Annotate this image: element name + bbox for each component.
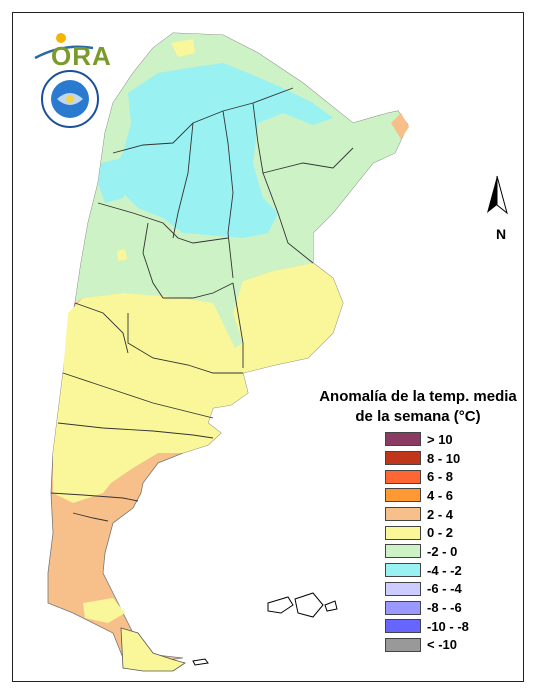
- legend-title: Anomalía de la temp. media de la semana …: [308, 387, 523, 427]
- legend-swatch: [385, 581, 421, 596]
- smn-seal-icon: [41, 70, 99, 128]
- legend-label: < -10: [427, 637, 457, 653]
- legend-swatch: [385, 469, 421, 484]
- legend-swatch: [385, 525, 421, 540]
- legend-swatch: [385, 637, 421, 652]
- region-tierra-del-fuego: [120, 627, 186, 672]
- legend-item: -6 - -4: [385, 580, 523, 599]
- legend-label: 0 - 2: [427, 525, 454, 541]
- legend-item: -2 - 0: [385, 542, 523, 561]
- legend-label: -4 - -2: [427, 562, 462, 578]
- legend-label: -6 - -4: [427, 581, 462, 597]
- region-yellow-north-tip: [171, 39, 195, 57]
- logo-swoosh-icon: [34, 45, 94, 60]
- logo-text: ORA: [51, 41, 112, 71]
- legend-title-line1: Anomalía de la temp. media: [319, 388, 517, 405]
- island-small: [192, 658, 209, 666]
- province-boundaries: [50, 87, 354, 522]
- legend-item: < -10: [385, 636, 523, 655]
- legend-item: 2 - 4: [385, 505, 523, 524]
- legend-item: 0 - 2: [385, 523, 523, 542]
- legend-swatch: [385, 507, 421, 522]
- legend: > 10 8 - 10 6 - 8 4 - 6 2 - 4 0 - 2 -2 - 0 -4 -…: [385, 430, 523, 655]
- argentina-anomaly-map: [34, 32, 508, 672]
- legend-swatch: [385, 563, 421, 578]
- region-yellow-band: [53, 263, 343, 503]
- logo-sun-icon: [56, 33, 66, 43]
- legend-label: > 10: [427, 431, 453, 447]
- legend-swatch: [385, 600, 421, 615]
- legend-swatch: [385, 619, 421, 634]
- region-cyan-north: [113, 63, 333, 238]
- legend-swatch: [385, 488, 421, 503]
- legend-item: -4 - -2: [385, 561, 523, 580]
- legend-label: -8 - -6: [427, 600, 462, 616]
- legend-item: -10 - -8: [385, 617, 523, 636]
- legend-label: 8 - 10: [427, 450, 461, 466]
- legend-item: 6 - 8: [385, 467, 523, 486]
- legend-item: 4 - 6: [385, 486, 523, 505]
- legend-item: > 10: [385, 430, 523, 449]
- north-arrow-label: N: [496, 226, 507, 242]
- legend-label: 6 - 8: [427, 469, 454, 485]
- legend-swatch: [385, 432, 421, 447]
- map-frame: ORA N Anomalía de la temp. media de la s…: [12, 12, 524, 682]
- region-yellow-south-bay: [83, 598, 125, 623]
- region-yellow-islet: [117, 249, 127, 261]
- legend-label: -10 - -8: [427, 618, 469, 634]
- legend-swatch: [385, 544, 421, 559]
- islands-malvinas: [267, 592, 338, 618]
- north-arrow-icon: [487, 175, 508, 215]
- legend-item: 8 - 10: [385, 449, 523, 468]
- legend-label: 2 - 4: [427, 506, 454, 522]
- legend-item: -8 - -6: [385, 598, 523, 617]
- legend-swatch: [385, 451, 421, 466]
- legend-title-line2: de la semana (°C): [355, 408, 481, 425]
- region-cyan-west: [98, 158, 133, 203]
- region-peach-misiones: [391, 113, 409, 139]
- legend-label: 4 - 6: [427, 487, 454, 503]
- legend-label: -2 - 0: [427, 543, 458, 559]
